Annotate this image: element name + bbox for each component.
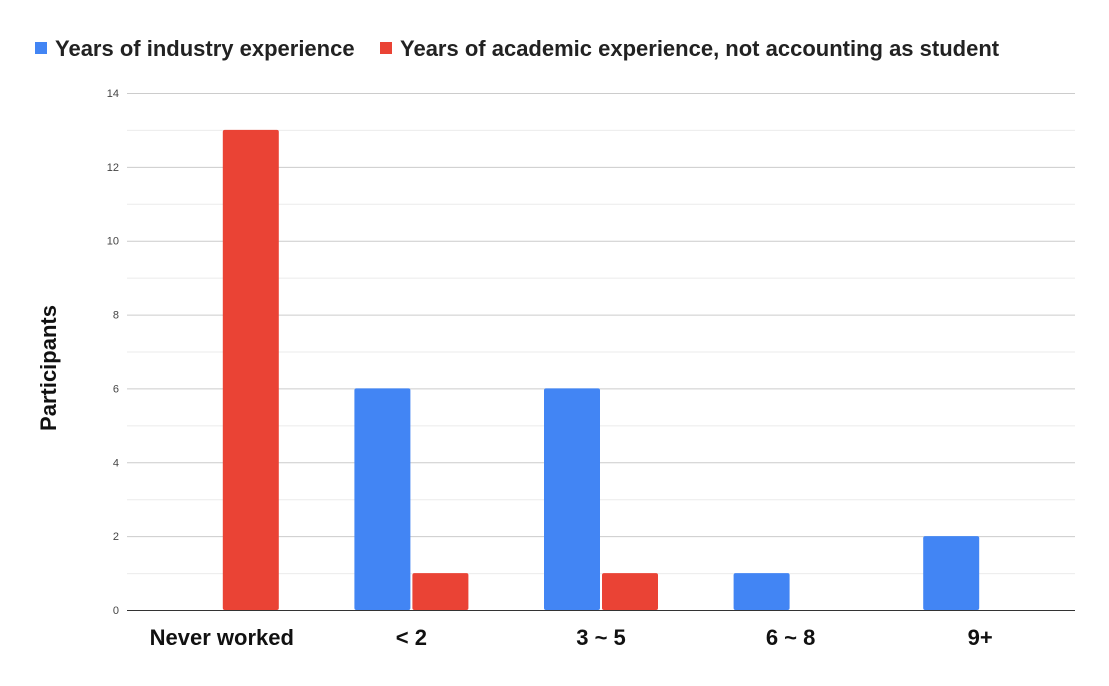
y-tick-label: 12 [107,162,119,174]
bar-academic [602,573,658,610]
legend-label-academic: Years of academic experience, not accoun… [400,36,1000,61]
x-axis-categories: Never worked < 2 3 ~ 5 6 ~ 8 9+ [150,625,993,650]
y-tick-label: 10 [107,236,119,248]
x-category-label: Never worked [150,625,294,650]
bar-academic [222,129,279,610]
y-axis-title: Participants [36,305,61,431]
y-tick-label: 14 [107,88,119,100]
legend-swatch-industry [35,42,47,54]
bars [222,129,980,610]
x-category-label: < 2 [396,625,427,650]
x-category-label: 9+ [968,625,993,650]
legend-label-industry: Years of industry experience [55,36,355,61]
y-tick-label: 6 [113,383,119,395]
legend-swatch-academic [380,42,392,54]
bar-industry [354,388,411,610]
legend: Years of industry experience Years of ac… [35,36,1000,61]
x-category-label: 3 ~ 5 [576,625,626,650]
y-tick-label: 0 [113,605,119,617]
bar-industry [923,536,980,610]
bar-academic [412,573,469,610]
gridlines [127,93,1075,575]
y-tick-label: 4 [113,457,119,469]
y-tick-label: 2 [113,531,119,543]
x-category-label: 6 ~ 8 [766,625,816,650]
y-tick-label: 8 [113,310,119,322]
y-axis-ticks: 0 2 4 6 8 10 12 14 [107,88,119,617]
bar-industry [544,388,600,610]
bar-industry [733,573,790,610]
